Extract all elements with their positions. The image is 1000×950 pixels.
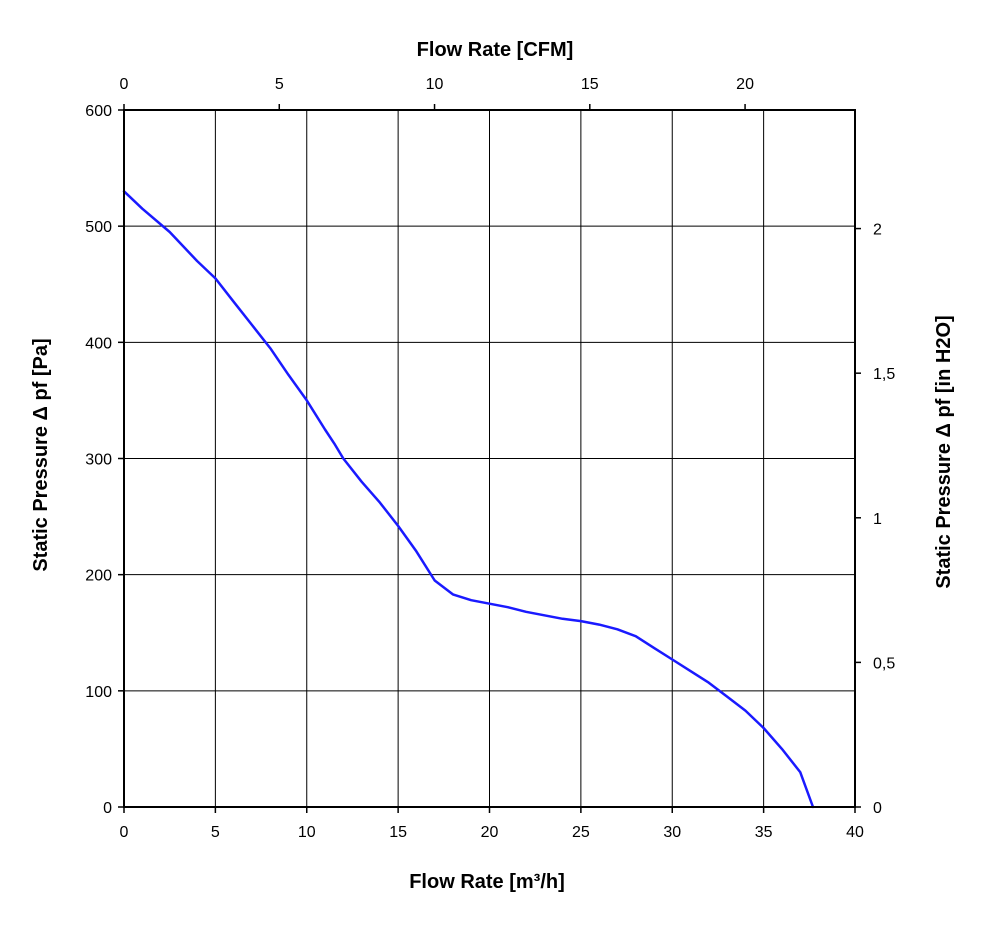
x-bottom-tick-label: 40 (846, 824, 864, 841)
x-bottom-tick-label: 20 (481, 824, 499, 841)
y-right-tick-label: 0 (873, 800, 882, 817)
y-right-tick-label: 0,5 (873, 655, 895, 672)
y-left-tick-label: 600 (85, 103, 112, 120)
x-top-tick-label: 5 (275, 76, 284, 93)
y-left-tick-label: 200 (85, 568, 112, 585)
x-top-tick-label: 20 (736, 76, 754, 93)
y-right-tick-label: 1,5 (873, 366, 895, 383)
y-left-tick-label: 300 (85, 452, 112, 469)
x-bottom-tick-label: 25 (572, 824, 590, 841)
x-top-axis-title: Flow Rate [CFM] (417, 39, 574, 61)
y-left-tick-label: 100 (85, 684, 112, 701)
y-left-tick-label: 0 (103, 800, 112, 817)
series-line (122, 190, 815, 809)
x-bottom-tick-label: 35 (755, 824, 773, 841)
x-bottom-tick-label: 5 (211, 824, 220, 841)
x-top-tick-label: 0 (120, 76, 129, 93)
x-bottom-tick-label: 15 (389, 824, 407, 841)
y-right-tick-label: 1 (873, 511, 882, 528)
x-bottom-tick-label: 0 (120, 824, 129, 841)
y-left-tick-label: 400 (85, 335, 112, 352)
x-bottom-tick-label: 30 (663, 824, 681, 841)
x-bottom-tick-label: 10 (298, 824, 316, 841)
series-layer (122, 190, 815, 809)
x-top-tick-label: 10 (426, 76, 444, 93)
y-left-tick-label: 500 (85, 219, 112, 236)
x-bottom-axis-title: Flow Rate [m³/h] (409, 871, 565, 893)
x-top-tick-label: 15 (581, 76, 599, 93)
y-left-axis-title: Static Pressure Δ pf [Pa] (30, 338, 52, 571)
y-right-axis-title: Static Pressure Δ pf [in H2O] (933, 315, 955, 588)
tick-layer: 0 5 10 15 20 25 30 35 400 5 10 15 200100200300400500… (85, 76, 895, 841)
grid-lines (124, 110, 855, 807)
y-right-tick-label: 2 (873, 222, 882, 239)
